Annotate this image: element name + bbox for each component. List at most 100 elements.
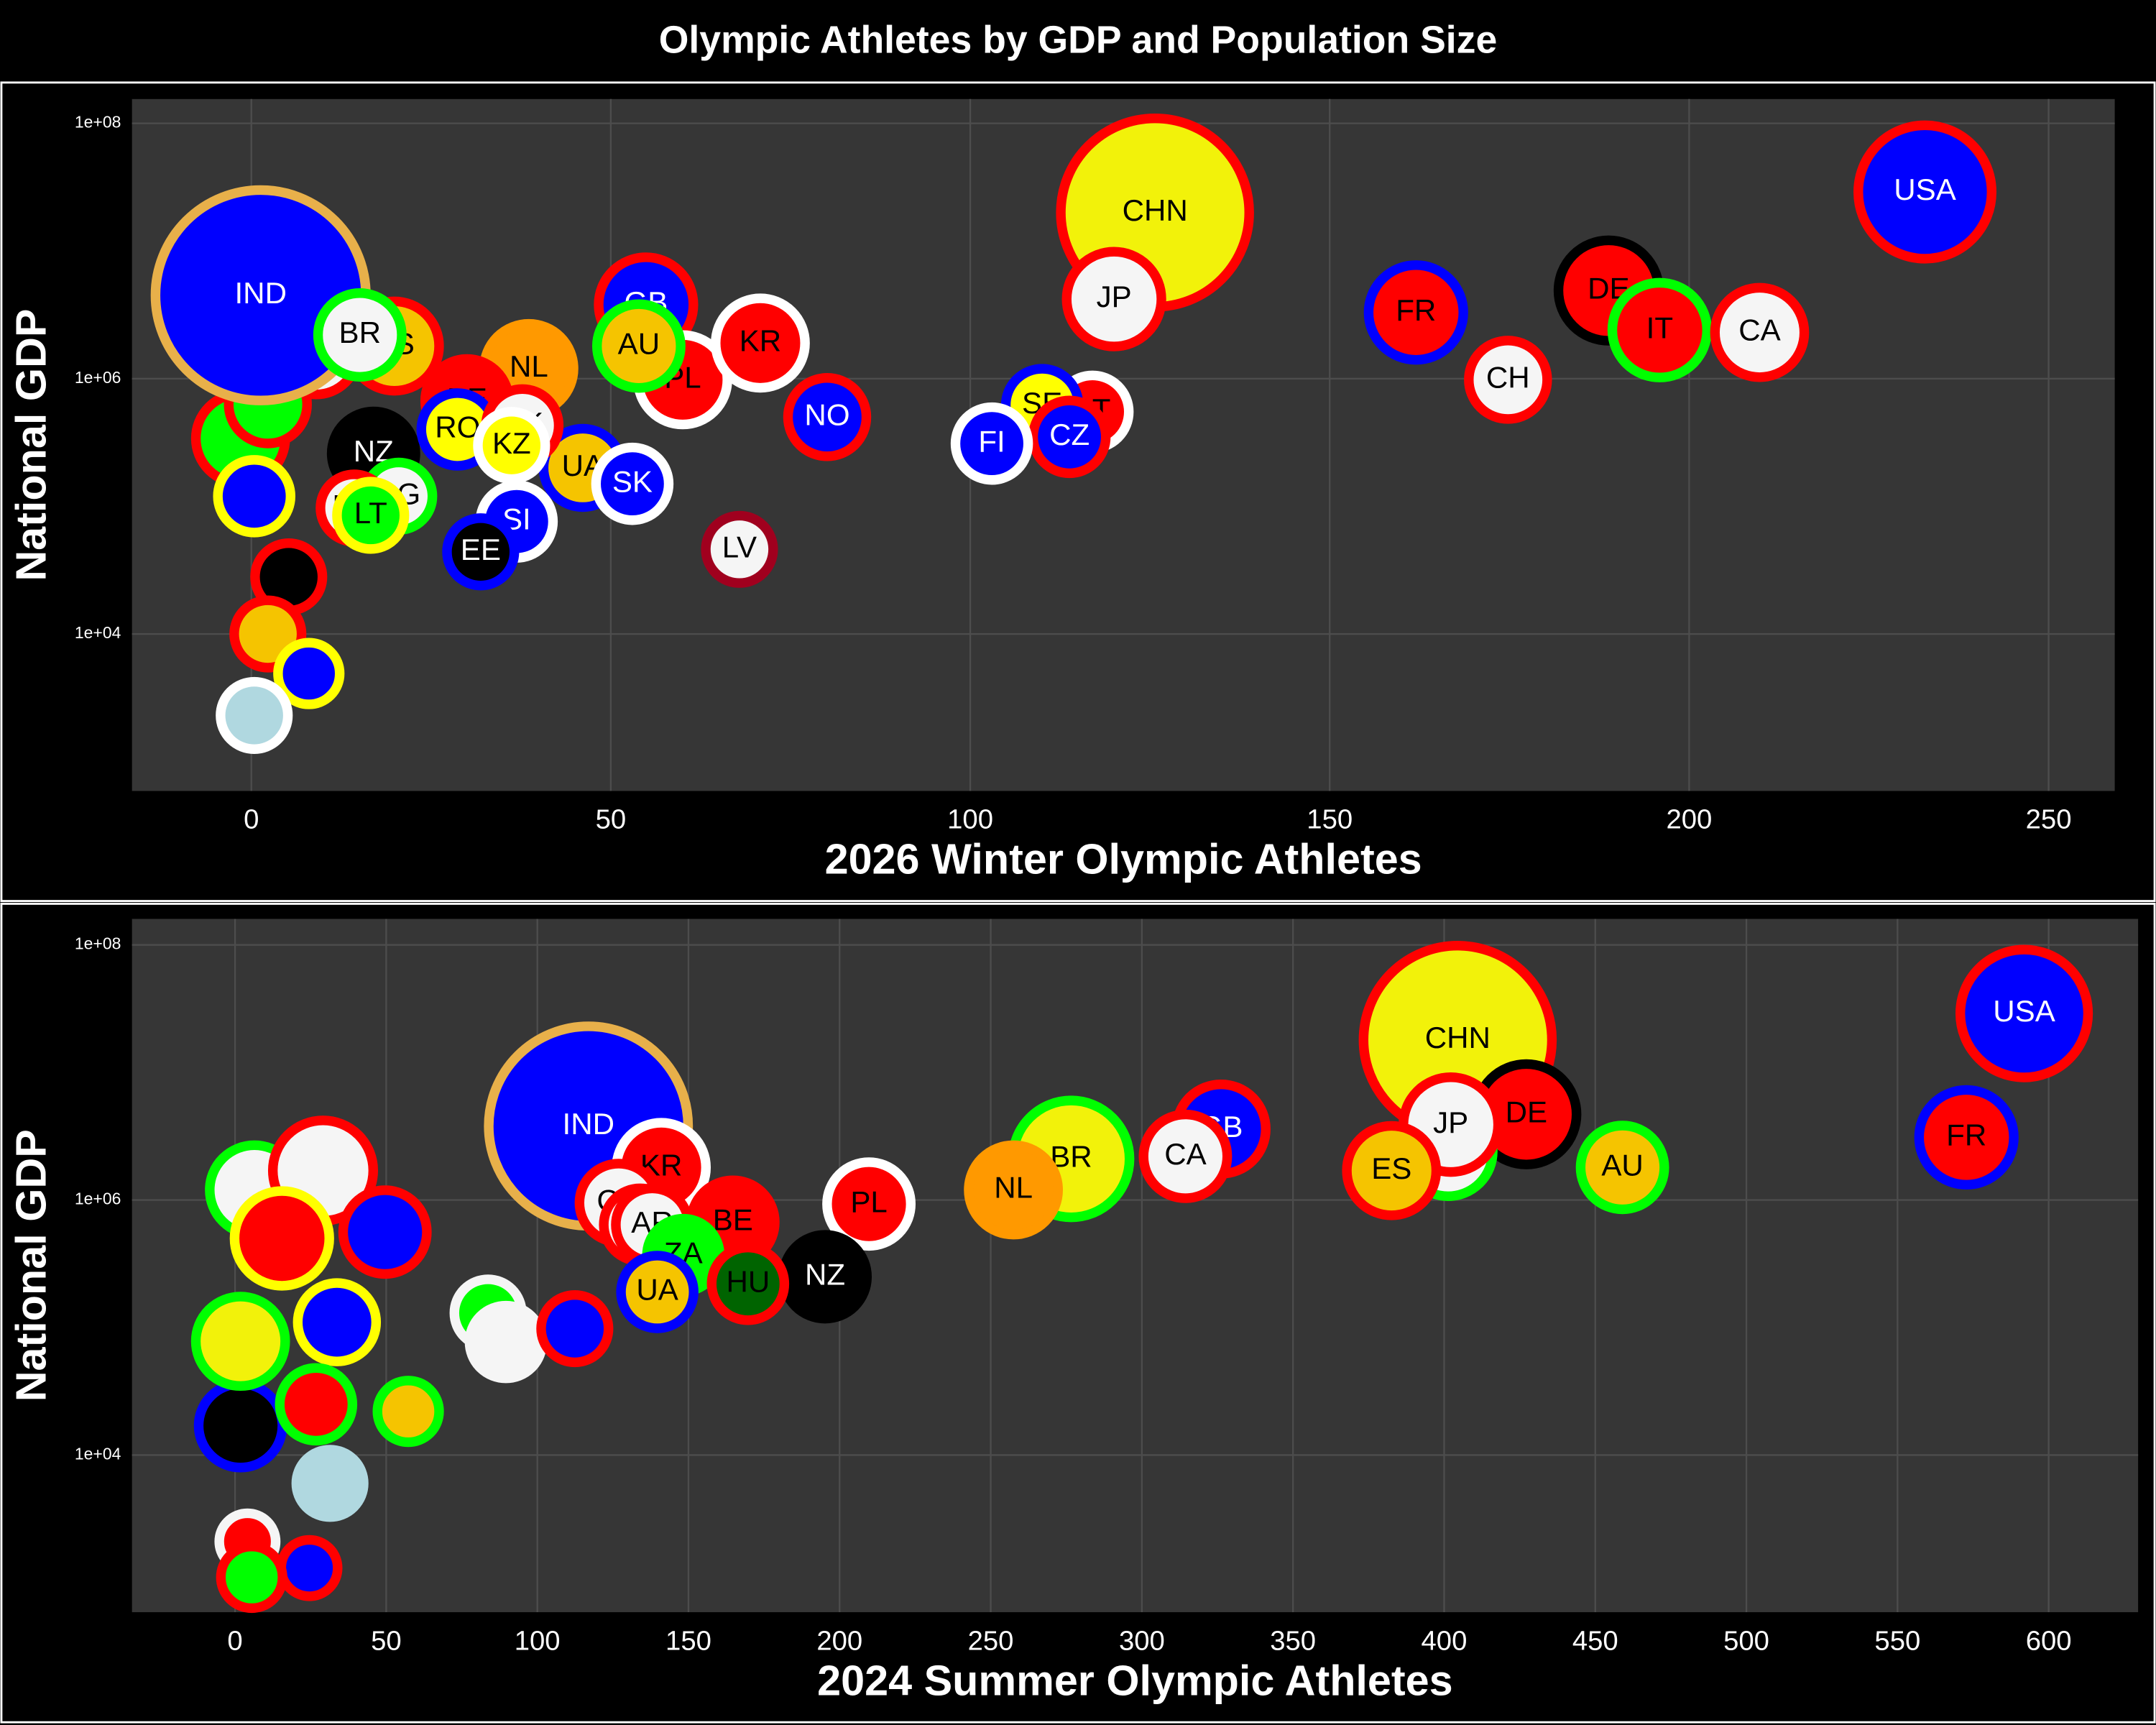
- bubble-label: IND: [235, 276, 287, 310]
- bubble: [442, 513, 520, 591]
- bubble-label: NO: [804, 397, 849, 431]
- x-tick-label: 450: [1572, 1625, 1618, 1656]
- bubble: [338, 1185, 432, 1279]
- bubble: [706, 1242, 790, 1325]
- bubble-label: AU: [618, 327, 660, 361]
- x-tick-label: 200: [816, 1625, 862, 1656]
- x-tick-label: 250: [2026, 804, 2072, 835]
- bubble-label: CZ: [1049, 418, 1089, 451]
- bubble: [291, 1445, 369, 1522]
- bubble: [213, 455, 296, 538]
- bubble: [464, 1300, 548, 1384]
- bubble: [1363, 260, 1468, 365]
- x-tick-label: 400: [1422, 1625, 1468, 1656]
- bubble: [1710, 282, 1810, 382]
- bubble-label: UA: [636, 1273, 678, 1307]
- bubble: [591, 299, 686, 393]
- y-axis-title: National GDP: [7, 1129, 55, 1402]
- x-axis-title: 2024 Summer Olympic Athletes: [817, 1656, 1452, 1704]
- bubble-label: USA: [1894, 172, 1956, 206]
- bubble-label: USA: [1993, 994, 2055, 1028]
- x-tick-label: 150: [1307, 804, 1353, 835]
- x-tick-label: 0: [227, 1625, 242, 1656]
- bubble-label: LT: [354, 496, 387, 530]
- bubble-label: IT: [1646, 310, 1673, 344]
- bubble-label: FI: [978, 424, 1005, 458]
- x-tick-label: 600: [2026, 1625, 2072, 1656]
- bubble-label: HU: [726, 1264, 770, 1298]
- bubble: [473, 407, 550, 484]
- bubble: [216, 676, 293, 754]
- bubble: [1028, 395, 1111, 479]
- bubble-label: DE: [1506, 1095, 1547, 1128]
- x-tick-label: 100: [515, 1625, 561, 1656]
- bubble: [372, 1376, 444, 1448]
- x-tick-label: 0: [244, 804, 259, 835]
- y-tick-label: 1e+06: [75, 1190, 121, 1208]
- bubble-label: ES: [1371, 1151, 1411, 1185]
- x-tick-label: 500: [1723, 1625, 1769, 1656]
- bubble: [1061, 247, 1166, 351]
- bubble-label: RO: [435, 410, 480, 444]
- y-axis-title: National GDP: [7, 309, 55, 581]
- bubble-label: IND: [563, 1107, 614, 1141]
- bubble: [1607, 277, 1712, 382]
- y-tick-label: 1e+08: [75, 934, 121, 953]
- bubble: [616, 1251, 699, 1333]
- bubble: [822, 1157, 916, 1251]
- bubble: [711, 293, 810, 393]
- bubble: [193, 1379, 287, 1473]
- x-tick-label: 350: [1270, 1625, 1316, 1656]
- bubble: [275, 1363, 358, 1446]
- bubble: [950, 402, 1033, 485]
- bubble: [964, 1140, 1063, 1240]
- y-tick-label: 1e+08: [75, 113, 121, 132]
- bubble-label: AU: [1601, 1148, 1643, 1182]
- y-tick-label: 1e+04: [75, 1445, 121, 1463]
- bubble: [332, 477, 410, 554]
- plot-area: [132, 919, 2139, 1613]
- bubble: [591, 442, 674, 525]
- bubble: [190, 1292, 290, 1392]
- bubble-label: CH: [1486, 361, 1530, 395]
- bubble-label: CHN: [1123, 193, 1188, 227]
- bubble: [536, 1289, 614, 1368]
- bubble-label: FR: [1946, 1118, 1986, 1151]
- bubble: [1464, 336, 1552, 424]
- x-tick-label: 50: [371, 1625, 402, 1656]
- y-tick-label: 1e+06: [75, 368, 121, 387]
- bubble-label: SK: [612, 464, 653, 498]
- bubble: [1853, 120, 1997, 264]
- bubble: [701, 510, 778, 588]
- bubble: [1342, 1121, 1442, 1220]
- bubble: [783, 373, 872, 461]
- bubble-label: NL: [510, 349, 548, 383]
- bubble: [292, 1278, 382, 1366]
- x-tick-label: 150: [665, 1625, 711, 1656]
- bubble: [1914, 1085, 2019, 1190]
- bubble: [216, 1541, 287, 1614]
- bubble-label: JP: [1097, 280, 1132, 313]
- bubble-label: EE: [461, 533, 501, 566]
- y-tick-label: 1e+04: [75, 623, 121, 642]
- x-tick-label: 200: [1666, 804, 1712, 835]
- x-tick-label: 50: [596, 804, 627, 835]
- x-tick-label: 550: [1874, 1625, 1920, 1656]
- bubble-label: BE: [713, 1203, 753, 1237]
- x-tick-label: 250: [968, 1625, 1014, 1656]
- x-tick-label: 300: [1119, 1625, 1165, 1656]
- bubble-label: BR: [339, 316, 381, 349]
- bubble-label: FR: [1396, 293, 1436, 327]
- bubble: [1955, 944, 2093, 1082]
- bubble-label: NZ: [805, 1258, 845, 1292]
- bubble-label: KR: [740, 323, 781, 357]
- bubble: [273, 638, 345, 709]
- x-axis-title: 2026 Winter Olympic Athletes: [825, 835, 1422, 883]
- figure-title: Olympic Athletes by GDP and Population S…: [659, 19, 1498, 61]
- bubble-label: CA: [1738, 313, 1780, 347]
- bubble-label: CA: [1164, 1137, 1206, 1171]
- bubble-label: NL: [994, 1171, 1033, 1205]
- bubble-label: JP: [1433, 1105, 1468, 1139]
- bubble-label: KZ: [492, 426, 531, 460]
